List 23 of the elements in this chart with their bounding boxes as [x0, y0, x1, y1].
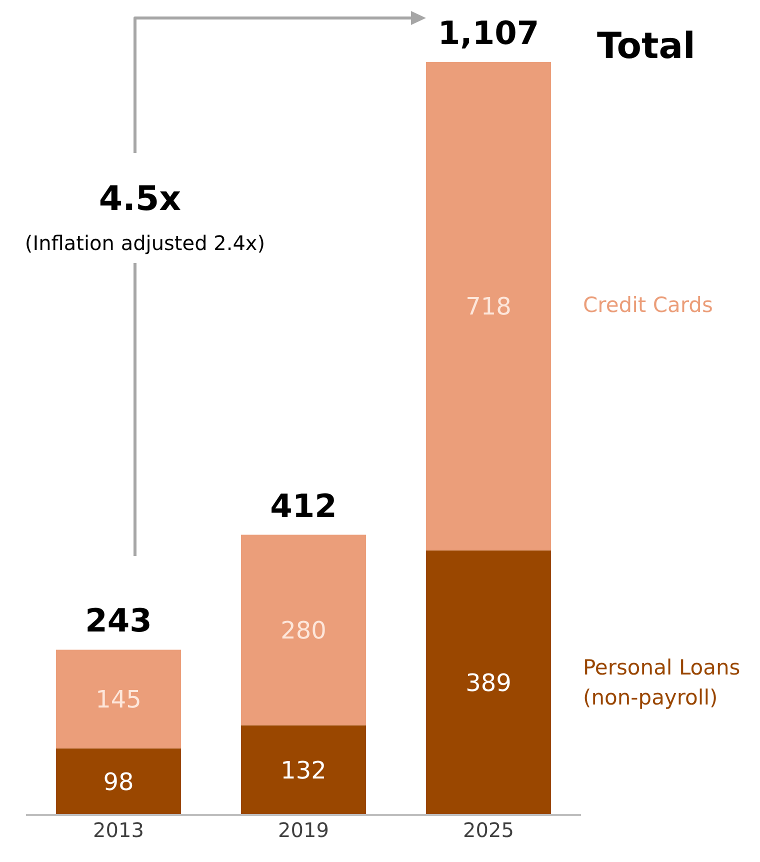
annotation: (Inflation adjusted 2.4x) — [24, 231, 266, 255]
total-label: 412 — [270, 486, 337, 525]
total-label: 243 — [85, 602, 152, 640]
x-tick-label: 2025 — [463, 818, 514, 842]
total-label: 1,107 — [438, 14, 540, 52]
annotation: 4.5x — [98, 179, 182, 219]
series-label: Personal Loans (non-payroll) — [583, 655, 740, 710]
data-label: 718 — [466, 292, 512, 321]
data-label: 132 — [280, 756, 326, 785]
bar — [241, 725, 366, 815]
data-label: 98 — [103, 768, 134, 796]
x-tick-label: 2013 — [93, 818, 144, 842]
data-label: 280 — [280, 616, 326, 644]
x-tick-label: 2019 — [278, 818, 329, 842]
data-label: 145 — [96, 686, 142, 714]
series-label: Credit Cards — [583, 292, 713, 317]
bar — [426, 62, 551, 550]
text: Total — [597, 26, 696, 67]
bar — [56, 748, 181, 815]
bar — [56, 650, 181, 748]
data-label: 389 — [466, 669, 512, 698]
bar — [426, 550, 551, 815]
bar — [241, 534, 366, 726]
